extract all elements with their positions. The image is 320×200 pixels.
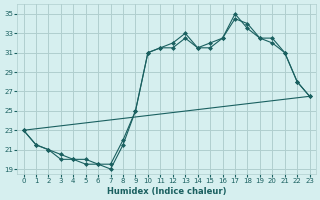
X-axis label: Humidex (Indice chaleur): Humidex (Indice chaleur) <box>107 187 226 196</box>
